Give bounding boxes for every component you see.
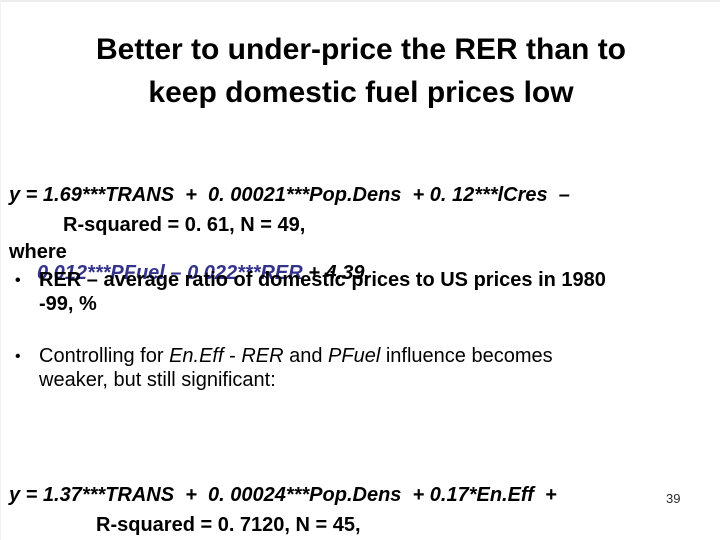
- page-number: 39: [666, 491, 681, 506]
- bullet1-line1: RER – average ratio of domestic prices t…: [39, 269, 606, 291]
- bullet2-run4: influence becomes: [380, 345, 553, 367]
- variable-rer: RER: [241, 345, 284, 367]
- equation1-line2: 0.012***PFuel – 0.022***RER + 4.39,: [9, 260, 570, 286]
- bullet-marker: •: [15, 348, 21, 365]
- equation1-line1: y = 1.69***TRANS + 0. 00021***Pop.Dens +…: [9, 184, 570, 206]
- bullet-item-rer-definition: • RER – average ratio of domestic prices…: [15, 268, 715, 316]
- variable-pfuel: PFuel: [328, 345, 381, 367]
- bullet1-line2: -99, %: [39, 293, 97, 315]
- equation2-line1: y = 1.37***TRANS + 0. 00024***Pop.Dens +…: [9, 484, 557, 506]
- bullet-item-controlling-eneff: • Controlling for En.Eff - RER and PFuel…: [15, 344, 715, 392]
- where-label: where: [9, 241, 67, 263]
- r-squared-statistic-2: R-squared = 0. 7120, N = 45,: [96, 514, 361, 536]
- slide-title-line-2: keep domestic fuel prices low: [148, 76, 574, 109]
- bullet2-run2: -: [223, 345, 242, 367]
- regression-equation-1: y = 1.69***TRANS + 0. 00021***Pop.Dens +…: [9, 130, 570, 338]
- bullet2-run1: Controlling for: [39, 345, 170, 367]
- bullet-marker: •: [15, 272, 21, 289]
- slide-title: Better to under-price the RER than to ke…: [1, 28, 720, 114]
- bullet2-text: Controlling for En.Eff - RER and PFuel i…: [15, 344, 715, 392]
- equation1-constant-term: + 4.39,: [302, 262, 370, 284]
- variable-eneff: En.Eff: [169, 345, 224, 367]
- equation1-highlighted-terms: 0.012***PFuel – 0.022***RER: [37, 262, 303, 284]
- r-squared-statistic-1: R-squared = 0. 61, N = 49,: [63, 214, 306, 236]
- bullet1-text: RER – average ratio of domestic prices t…: [15, 268, 715, 316]
- bullet2-line2: weaker, but still significant:: [39, 369, 276, 391]
- slide-title-line-1: Better to under-price the RER than to: [95, 33, 627, 66]
- regression-equation-2: y = 1.37***TRANS + 0. 00024***Pop.Dens +…: [9, 430, 557, 540]
- bullet2-run3: and: [283, 345, 329, 367]
